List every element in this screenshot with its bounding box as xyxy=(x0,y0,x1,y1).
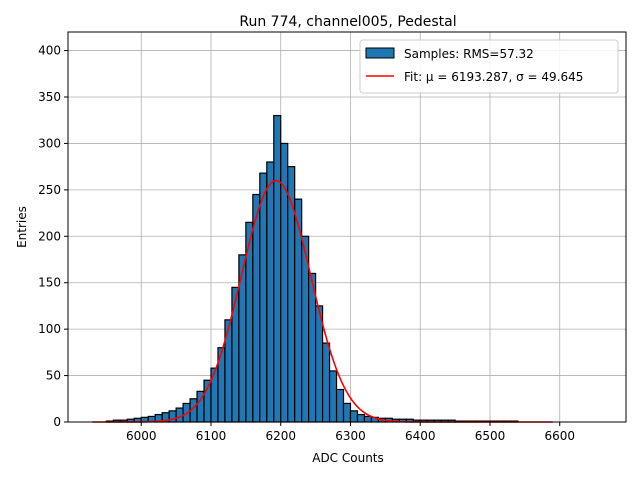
histogram-bar xyxy=(259,172,268,423)
y-tick-label: 350 xyxy=(38,90,61,104)
legend-histogram-swatch xyxy=(365,47,395,59)
histogram-bar xyxy=(363,415,373,423)
y-tick-label: 0 xyxy=(53,415,61,429)
x-tick-label: 6200 xyxy=(265,429,296,443)
chart-title: Run 774, channel005, Pedestal xyxy=(239,14,456,30)
histogram-bar xyxy=(342,402,352,423)
legend-fit-label: Fit: μ = 6193.287, σ = 49.645 xyxy=(404,70,583,84)
histogram-bar xyxy=(252,193,261,423)
x-tick-label: 6400 xyxy=(405,429,436,443)
y-tick-label: 300 xyxy=(38,136,61,150)
histogram-bar xyxy=(273,114,282,423)
histogram-bar xyxy=(328,370,338,423)
x-tick-label: 6500 xyxy=(475,429,506,443)
legend-histogram-label: Samples: RMS=57.32 xyxy=(404,47,534,61)
histogram-bar xyxy=(308,272,317,423)
legend: Samples: RMS=57.32 Fit: μ = 6193.287, σ … xyxy=(359,39,619,94)
y-tick-label: 50 xyxy=(46,369,61,383)
x-axis-label: ADC Counts xyxy=(312,451,384,465)
y-axis-label: Entries xyxy=(15,206,29,248)
histogram-bar xyxy=(280,142,289,423)
x-tick-label: 6000 xyxy=(126,429,157,443)
y-tick-label: 200 xyxy=(38,229,61,243)
histogram-bar xyxy=(356,413,366,423)
x-tick-label: 6100 xyxy=(196,429,227,443)
histogram-bars xyxy=(105,114,519,423)
y-tick-label: 100 xyxy=(38,322,61,336)
y-tick-label: 250 xyxy=(38,183,61,197)
y-tick-label: 400 xyxy=(38,44,61,58)
histogram-bar xyxy=(175,407,184,423)
histogram-bar xyxy=(266,161,275,423)
histogram-bar xyxy=(349,410,359,423)
histogram-bar xyxy=(315,305,324,423)
y-tick-label: 150 xyxy=(38,276,61,290)
histogram-bar xyxy=(335,388,345,423)
legend-box xyxy=(359,39,619,94)
x-tick-label: 6600 xyxy=(544,429,575,443)
histogram-bar xyxy=(321,342,331,423)
axis-ticks: 6000 6100 6200 6300 6400 6500 6600 0 50 100 150 200… xyxy=(38,44,575,443)
x-tick-label: 6300 xyxy=(335,429,366,443)
plot-frame xyxy=(67,31,627,423)
